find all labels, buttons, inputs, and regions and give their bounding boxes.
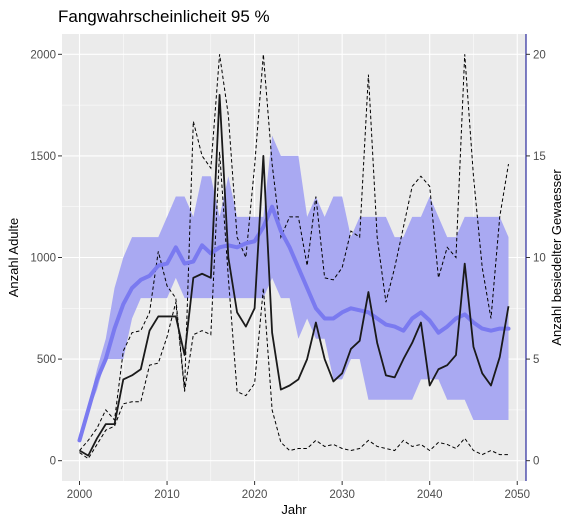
y-tick-label: 2000 [30,49,56,61]
y-axis-label-left: Anzahl Adulte [6,218,21,298]
x-axis-label: Jahr [281,502,307,517]
y-axis-label-right: Anzahl besiedelter Gewaesser [549,169,564,346]
y-tick-label: 500 [37,354,56,366]
y2-tick-label: 5 [533,354,539,366]
y2-tick-label: 15 [533,151,546,163]
x-tick-label: 2040 [417,489,443,501]
y2-tick-label: 20 [533,49,546,61]
x-tick-label: 2020 [242,489,268,501]
x-tick-label: 2010 [154,489,180,501]
y2-tick-label: 10 [533,253,546,265]
y-tick-label: 1000 [30,253,56,265]
x-tick-label: 2050 [504,489,530,501]
chart-title: Fangwahrscheinlicheit 95 % [58,7,270,26]
y-tick-label: 1500 [30,151,56,163]
x-tick-label: 2000 [67,489,93,501]
y-tick-label: 0 [50,456,56,468]
x-tick-label: 2030 [329,489,355,501]
y2-tick-label: 0 [533,456,539,468]
